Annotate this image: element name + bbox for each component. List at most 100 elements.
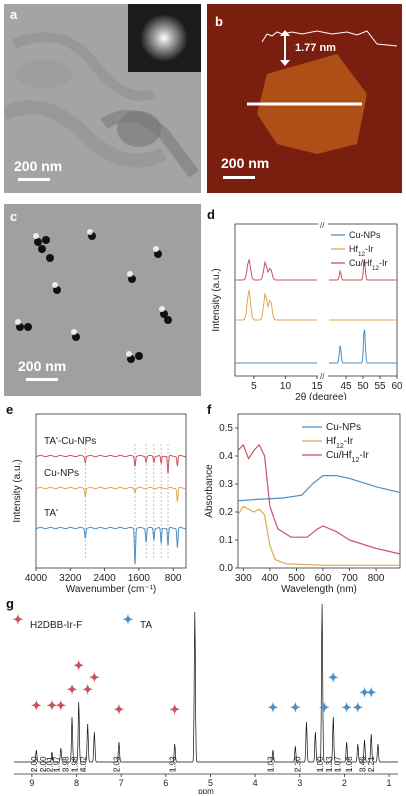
y-axis-label: Intensity (a.u.) <box>12 459 23 522</box>
plot-frame <box>237 413 401 569</box>
x-tick-label: 600 <box>315 573 332 584</box>
red-star-marker: ✦ <box>31 698 42 713</box>
y-tick-label: 0.0 <box>219 563 233 574</box>
series-line-Cu-NPs <box>329 329 397 364</box>
x-tick-label: 800 <box>165 573 182 584</box>
series-line-Hf12-Ir <box>235 289 317 321</box>
x-tick-label: 2 <box>342 778 347 788</box>
x-axis-label: ppm <box>198 787 214 794</box>
x-tick-label: 5 <box>251 381 257 392</box>
x-tick-label: 1 <box>387 778 392 788</box>
x-tick-label: 4000 <box>25 573 48 584</box>
sem-particles <box>4 204 201 396</box>
integral-label: 1.00 <box>316 756 325 772</box>
panel-d-xrd-chart: // // 5 10 15 45 50 55 60 2θ (degree) Intensity (a… <box>211 221 402 400</box>
legend-label-blue: TA <box>140 620 152 631</box>
panel-a-tem-image: a 200 nm <box>4 4 201 193</box>
x-axis-label: Wavenumber (cm⁻¹) <box>66 584 156 594</box>
series-line-Cu-NPs <box>35 486 186 503</box>
x-tick-label: 4 <box>253 778 258 788</box>
x-tick-label: 60 <box>391 381 402 392</box>
integral-label: 1.97 <box>52 756 61 772</box>
x-tick-label: 45 <box>340 381 352 392</box>
blue-star-marker: ✦ <box>328 670 339 685</box>
legend-star-blue: ✦ <box>123 612 134 627</box>
panel-f-label: f <box>207 402 212 417</box>
series-line-Cu/Hf12-Ir <box>329 258 397 281</box>
legend-label: Cu-NPs <box>326 422 361 433</box>
x-tick-label: 6 <box>163 778 168 788</box>
x-tick-label: 300 <box>235 573 252 584</box>
integral-label: 2.00 <box>39 756 48 772</box>
axis-break-mark-top: // <box>320 221 325 230</box>
axis-break-mark-bottom: // <box>320 372 325 381</box>
integral-label: 1.08 <box>345 756 354 772</box>
afm-map <box>207 4 402 193</box>
panel-e-label: e <box>6 402 14 417</box>
plot-frame <box>35 413 187 569</box>
legend-label: Cu/Hf12-Ir <box>326 450 369 464</box>
red-star-marker: ✦ <box>113 702 124 717</box>
panel-b-scale-text: 200 nm <box>221 155 270 171</box>
y-tick-label: 0.4 <box>219 451 233 462</box>
series-line-Cu/Hf12-Ir <box>237 444 401 555</box>
legend-label: Cu/Hf12-Ir <box>349 258 388 272</box>
blue-star-marker: ✦ <box>268 700 279 715</box>
legend-star-red: ✦ <box>13 612 24 627</box>
x-tick-label: 55 <box>374 381 386 392</box>
legend-label: Hf12-Ir <box>326 436 354 450</box>
series-label: TA' <box>44 508 58 519</box>
x-tick-label: 400 <box>262 573 279 584</box>
blue-star-marker: ✦ <box>290 700 301 715</box>
y-tick-label: 0.1 <box>219 535 233 546</box>
blue-star-marker: ✦ <box>319 700 330 715</box>
integral-label: 1.07 <box>334 756 343 772</box>
legend-label-red: H2DBB-Ir-F <box>30 620 82 631</box>
red-star-marker: ✦ <box>82 682 93 697</box>
red-star-marker: ✦ <box>169 702 180 717</box>
blue-star-marker: ✦ <box>352 700 363 715</box>
x-tick-label: 5 <box>208 778 213 788</box>
x-tick-label: 15 <box>311 381 323 392</box>
series-label: TA'-Cu-NPs <box>44 436 96 447</box>
y-axis-label: Intensity (a.u.) <box>211 268 222 331</box>
panel-a-scale-text: 200 nm <box>14 158 63 174</box>
integral-label: 2.01 <box>46 756 55 772</box>
tem-texture <box>4 4 201 193</box>
panel-c-scale-bar <box>26 378 58 381</box>
axis-break-gap <box>318 222 328 378</box>
legend-label: Cu-NPs <box>349 230 381 240</box>
y-tick-label: 0.5 <box>219 423 233 434</box>
panel-c-sem-image: c 200 nm <box>4 204 201 396</box>
panel-a-scale-bar <box>18 178 50 181</box>
series-line-TA'-Cu-NPs <box>35 454 186 474</box>
y-tick-label: 0.3 <box>219 479 233 490</box>
series-line-Hf12-Ir <box>237 505 400 566</box>
red-star-marker: ✦ <box>67 682 78 697</box>
x-tick-label: 8 <box>74 778 79 788</box>
y-axis-label: Absorbance <box>204 464 215 518</box>
panel-g-label: g <box>6 596 14 611</box>
x-tick-label: 500 <box>288 573 305 584</box>
red-star-marker: ✦ <box>47 698 58 713</box>
x-tick-label: 50 <box>357 381 369 392</box>
integral-label: 1.33 <box>325 756 334 772</box>
x-axis-label: 2θ (degree) <box>295 392 347 400</box>
integral-label: 2.03 <box>113 756 122 772</box>
x-tick-label: 800 <box>368 573 385 584</box>
integral-label: 2.21 <box>367 756 376 772</box>
blue-star-marker: ✦ <box>341 700 352 715</box>
plot-frame <box>234 223 398 377</box>
panel-b-afm-image: b 1.77 nm 200 nm <box>207 4 402 193</box>
panel-f-uvvis-chart: 300 400 500 600 700 800 0.0 0.1 0.2 0.3 0.4 0.5 Wave… <box>204 413 401 594</box>
legend-label: Hf12-Ir <box>349 244 374 258</box>
integral-label: 2.00 <box>30 756 39 772</box>
red-star-marker: ✦ <box>73 658 84 673</box>
integral-label: 2.30 <box>294 756 303 772</box>
nmr-spectrum-line <box>14 603 398 763</box>
x-tick-label: 3200 <box>59 573 82 584</box>
y-tick-label: 0.2 <box>219 507 233 518</box>
blue-star-marker: ✦ <box>366 685 377 700</box>
panel-b-scale-bar <box>223 176 255 179</box>
